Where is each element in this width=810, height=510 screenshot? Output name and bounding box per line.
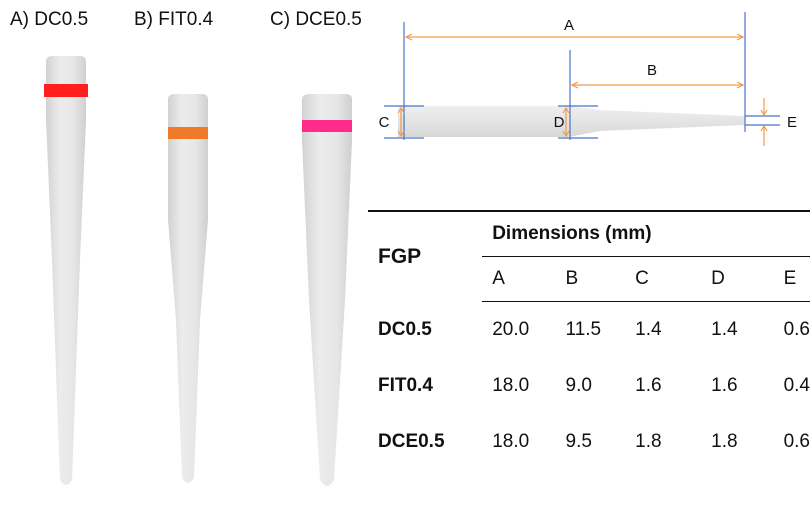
- column-header-b: B: [555, 256, 626, 302]
- band-dce05: [302, 120, 352, 132]
- table-cell: 1.4: [711, 318, 738, 340]
- band-dc05: [44, 84, 88, 97]
- table-cell: 0.6: [783, 318, 810, 340]
- table-group-header: Dimensions (mm): [482, 210, 810, 257]
- dim-letter-a: A: [564, 17, 574, 34]
- figure-label-dce05: C) DCE0.5: [270, 9, 362, 30]
- table-cell: 11.5: [565, 318, 602, 340]
- post-fit04: [168, 94, 208, 483]
- dim-letter-e: E: [787, 114, 797, 131]
- row-name-fit04: FIT0.4: [378, 374, 433, 396]
- post-dce05: [302, 94, 352, 486]
- table-row: DC0.5 20.0 11.5 1.4 1.4 0.6: [368, 302, 810, 358]
- table-cell: 9.5: [565, 430, 592, 452]
- dim-letter-b: B: [647, 62, 657, 79]
- column-header-d: D: [701, 256, 774, 302]
- band-fit04: [168, 127, 208, 139]
- post-dc05: [44, 56, 88, 485]
- column-header-a: A: [482, 256, 556, 302]
- dim-letter-d: D: [554, 114, 565, 131]
- dim-letter-c: C: [379, 114, 390, 131]
- figure-label-fit04: B) FIT0.4: [134, 9, 214, 30]
- table-cell: 18.0: [492, 430, 530, 452]
- table-cell: 0.6: [783, 430, 810, 452]
- table-cell: 0.4: [783, 374, 810, 396]
- schematic-post: [398, 106, 745, 137]
- dimensions-table: FGP Dimensions (mm) A B C D E DC0.5 20.0…: [368, 210, 810, 470]
- table-cell: 1.8: [711, 430, 738, 452]
- figure-label-dc05: A) DC0.5: [10, 9, 89, 30]
- table-row: DCE0.5 18.0 9.5 1.8 1.8 0.6: [368, 414, 810, 470]
- table-cell: 1.4: [635, 318, 662, 340]
- table-cell: 1.8: [635, 430, 662, 452]
- table-row: FIT0.4 18.0 9.0 1.6 1.6 0.4: [368, 358, 810, 414]
- table-cell: 1.6: [635, 374, 662, 396]
- table-row-header: FGP: [368, 210, 483, 302]
- row-name-dc05: DC0.5: [378, 318, 432, 340]
- table-cell: 9.0: [565, 374, 592, 396]
- table-cell: 18.0: [492, 374, 530, 396]
- table-cell: 1.6: [711, 374, 738, 396]
- row-name-dce05: DCE0.5: [378, 430, 445, 452]
- column-header-e: E: [773, 256, 810, 302]
- table-cell: 20.0: [492, 318, 530, 340]
- column-header-c: C: [625, 256, 702, 302]
- dimension-schematic: A B C D E: [379, 12, 797, 146]
